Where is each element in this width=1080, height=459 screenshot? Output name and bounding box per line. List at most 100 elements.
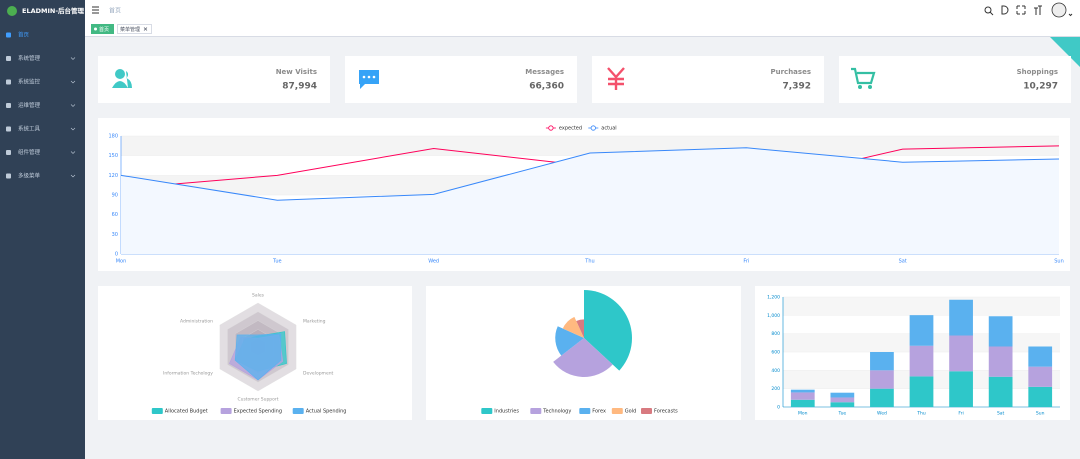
- bar[interactable]: [1028, 346, 1053, 367]
- menu-icon: [6, 56, 11, 61]
- bar[interactable]: [790, 389, 815, 393]
- github-corner[interactable]: [1050, 37, 1080, 67]
- menu-icon: [6, 126, 11, 132]
- bar[interactable]: [830, 397, 855, 403]
- legend-label[interactable]: Forecasts: [654, 409, 678, 415]
- legend-label[interactable]: Forex: [592, 409, 606, 415]
- avatar-caret[interactable]: [1068, 13, 1073, 17]
- bar[interactable]: [909, 345, 934, 377]
- bar[interactable]: [949, 335, 973, 372]
- bar[interactable]: [1028, 366, 1053, 387]
- tag-label[interactable]: 菜单管理: [120, 26, 140, 33]
- y-tick-label: 200: [771, 386, 780, 392]
- menu-item[interactable]: 系统监控: [18, 78, 41, 86]
- tag[interactable]: [117, 24, 152, 34]
- card-value: 10,297: [1023, 82, 1058, 92]
- legend-label[interactable]: Actual Spending: [306, 409, 347, 415]
- menu-item[interactable]: 组件管理: [18, 148, 41, 156]
- menu-icon: [6, 173, 11, 179]
- tag-dot: [94, 27, 97, 31]
- menu-arrow: [70, 80, 76, 84]
- menu-item[interactable]: 首页: [18, 31, 30, 39]
- menu-icon: [6, 32, 11, 38]
- x-tick-label: Thu: [916, 411, 926, 417]
- card[interactable]: [98, 56, 330, 103]
- bar[interactable]: [870, 352, 894, 371]
- pie-slice[interactable]: [555, 326, 584, 356]
- card[interactable]: [592, 56, 824, 103]
- legend-label[interactable]: Expected Spending: [234, 409, 282, 415]
- bar[interactable]: [1028, 386, 1053, 407]
- menu-item[interactable]: 系统工具: [18, 125, 41, 133]
- nav-icons[interactable]: [984, 5, 1042, 16]
- pie-slice[interactable]: [576, 319, 584, 338]
- bar[interactable]: [830, 402, 855, 407]
- bar[interactable]: [790, 399, 815, 407]
- avatar[interactable]: [1051, 2, 1067, 18]
- card-icon: [359, 70, 379, 89]
- menu-item[interactable]: 多级菜单: [18, 172, 41, 180]
- card-icon: [362, 75, 366, 79]
- x-tick-label: Wed: [428, 259, 439, 265]
- card[interactable]: [345, 56, 577, 103]
- bar[interactable]: [909, 315, 934, 346]
- y-tick-label: 0: [115, 252, 118, 258]
- x-tick-label: Tue: [272, 259, 282, 265]
- bar[interactable]: [870, 388, 894, 407]
- legend-label[interactable]: Gold: [625, 409, 637, 415]
- tag-label[interactable]: 首页: [99, 26, 109, 33]
- y-tick-label: 1,200: [767, 295, 780, 301]
- radar-indicator: Sales: [252, 293, 265, 299]
- menu-arrow: [70, 151, 76, 154]
- tag-close[interactable]: [143, 27, 148, 31]
- legend-label[interactable]: Allocated Budget: [165, 409, 208, 415]
- x-tick-label: Sun: [1036, 411, 1045, 417]
- menu-arrow: [70, 104, 76, 107]
- card-label: New Visits: [276, 68, 317, 76]
- bar[interactable]: [988, 376, 1013, 407]
- legend-marker: [611, 408, 623, 414]
- menu-item[interactable]: 运维管理: [18, 101, 41, 109]
- pie-slice[interactable]: [562, 316, 584, 338]
- bar[interactable]: [988, 316, 1013, 347]
- y-tick-label: 800: [771, 331, 780, 337]
- legend-label[interactable]: actual: [601, 126, 616, 132]
- menu-item[interactable]: 系统管理: [18, 54, 41, 62]
- bar[interactable]: [949, 299, 973, 336]
- bar[interactable]: [870, 370, 894, 389]
- card-value: 7,392: [783, 82, 811, 92]
- y-tick-label: 90: [112, 193, 118, 199]
- legend-label[interactable]: Technology: [542, 409, 571, 415]
- logo-icon: [7, 6, 17, 16]
- radar-indicator: Administration: [180, 319, 213, 325]
- y-tick-label: 150: [108, 153, 118, 159]
- pie-slice[interactable]: [584, 290, 632, 371]
- bar[interactable]: [909, 376, 934, 407]
- bar[interactable]: [790, 392, 815, 400]
- legend-marker: [220, 408, 232, 414]
- bar[interactable]: [830, 392, 855, 398]
- x-tick-label: Sat: [997, 411, 1005, 417]
- legend-label[interactable]: expected: [559, 126, 582, 132]
- card-label: Messages: [525, 68, 564, 76]
- card-label: Shoppings: [1017, 68, 1058, 76]
- card[interactable]: [839, 56, 1071, 103]
- card-icon: [115, 69, 125, 79]
- card-icon: [851, 67, 876, 85]
- card-value: 87,994: [282, 82, 317, 92]
- legend-marker: [590, 125, 596, 131]
- legend-label[interactable]: Industries: [494, 409, 519, 415]
- hamburger[interactable]: [92, 6, 99, 14]
- bar[interactable]: [949, 371, 973, 407]
- legend-marker: [579, 408, 591, 414]
- y-tick-label: 600: [771, 350, 780, 356]
- menu-icon: [6, 150, 11, 155]
- x-tick-label: Tue: [838, 411, 847, 417]
- pie-slice[interactable]: [553, 338, 613, 377]
- bar[interactable]: [988, 346, 1013, 377]
- tag-active[interactable]: [91, 24, 114, 34]
- card-icon: [858, 85, 862, 89]
- breadcrumb[interactable]: 首页: [109, 7, 121, 15]
- y-tick-label: 30: [112, 232, 118, 238]
